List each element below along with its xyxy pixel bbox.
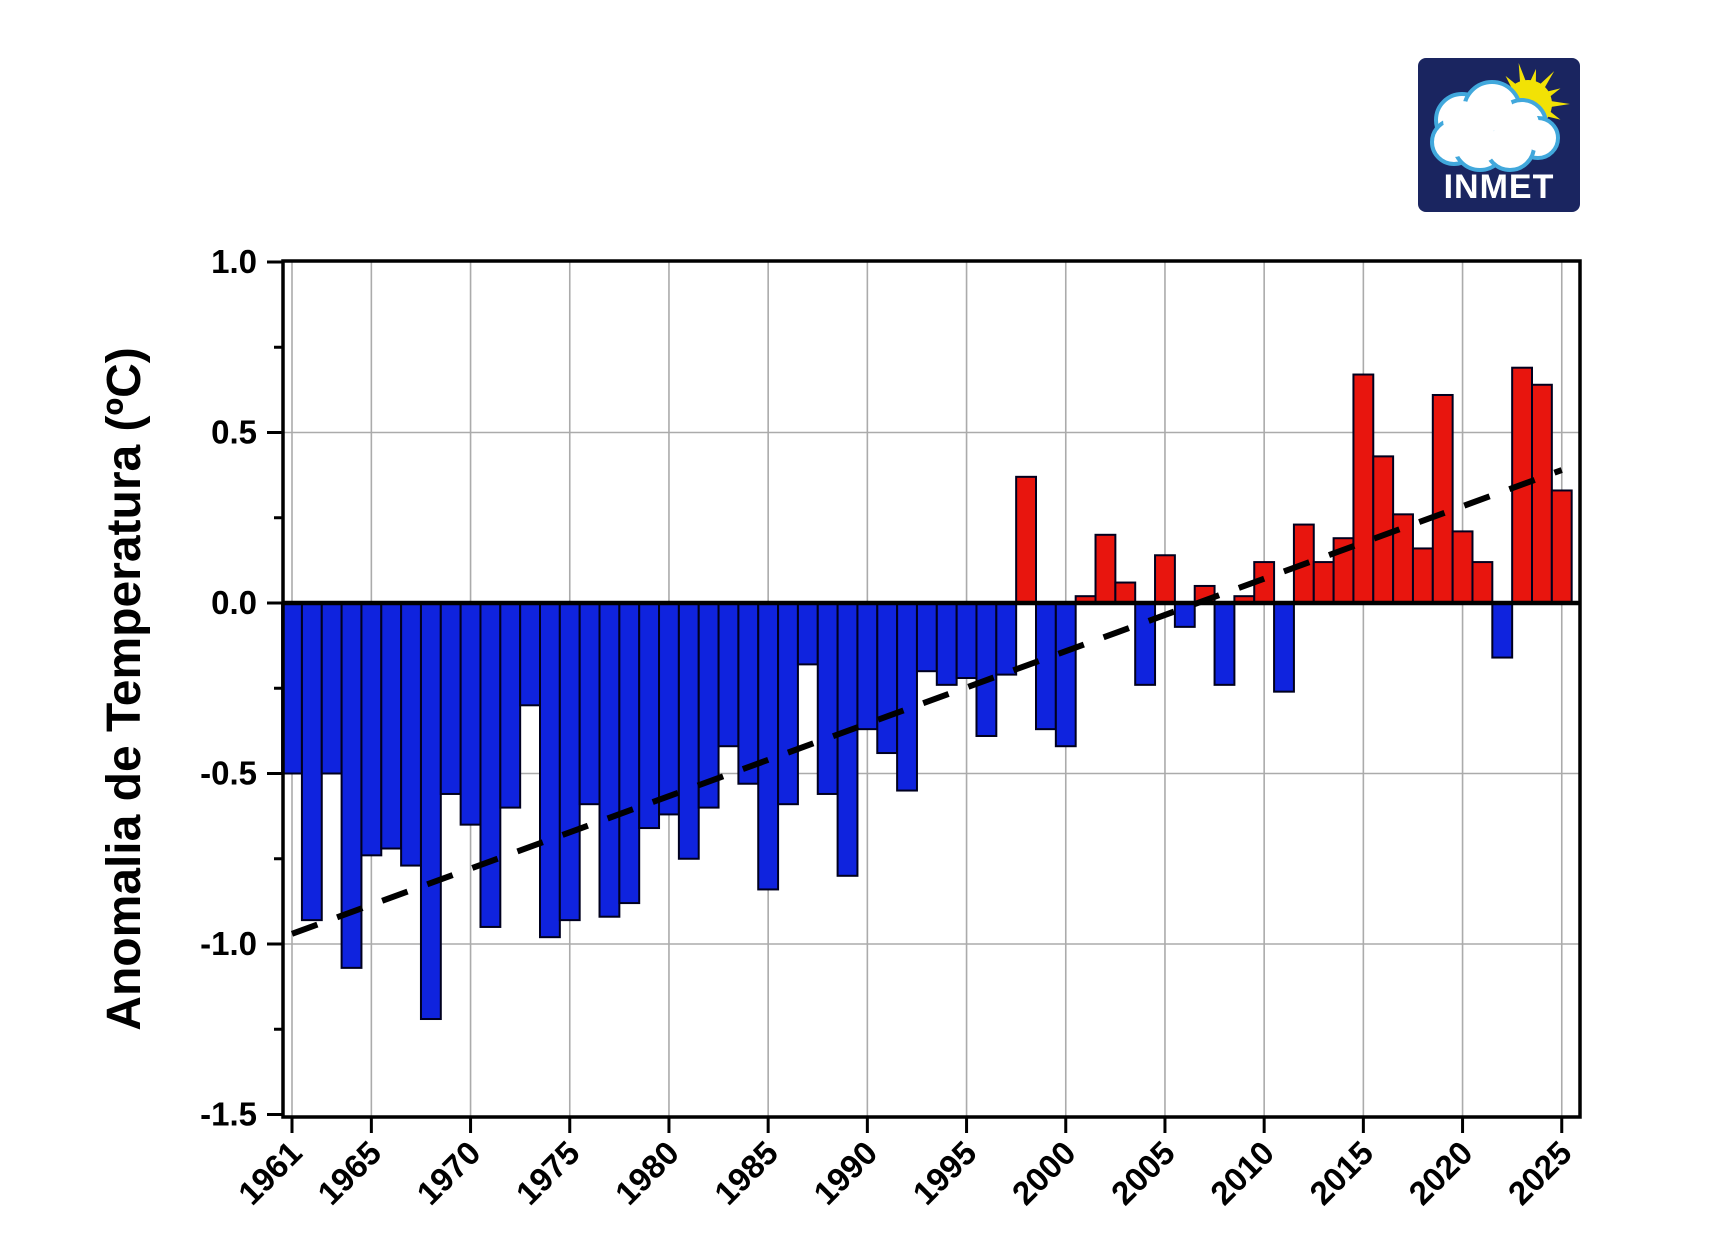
bar-1973 xyxy=(519,602,541,707)
bar-2013 xyxy=(1312,561,1335,605)
cloud-puff-core xyxy=(1461,125,1499,163)
bar-1994 xyxy=(935,602,958,686)
bar-1988 xyxy=(816,602,839,795)
bar-1967 xyxy=(400,602,422,867)
trend-line xyxy=(290,467,1563,937)
bar-2015 xyxy=(1352,373,1375,604)
cloud-puff-core xyxy=(1471,89,1513,131)
bar-1996 xyxy=(975,602,998,737)
cloud-puff-core xyxy=(1493,129,1527,163)
cloud-icon xyxy=(1430,80,1560,172)
bar-1993 xyxy=(915,602,938,673)
bar-1979 xyxy=(638,602,661,830)
sun-ray xyxy=(1518,63,1527,84)
bar-2020 xyxy=(1451,530,1474,605)
y-tick-label: -1.0 xyxy=(200,925,257,962)
bar-1971 xyxy=(479,602,502,928)
x-tick-labels: 1961 1965 1970 1975 1980 1985 1990 1995 2000 2005… xyxy=(231,1134,1579,1212)
bar-2025 xyxy=(1550,489,1573,604)
bar-2005 xyxy=(1154,554,1176,605)
bar-1990 xyxy=(856,602,879,731)
bar-1977 xyxy=(598,602,621,918)
bar-2000 xyxy=(1054,602,1077,748)
bar-1975 xyxy=(558,602,581,922)
bar-1970 xyxy=(459,602,482,826)
x-tick-label: 1985 xyxy=(707,1134,785,1212)
bar-1968 xyxy=(419,602,442,1021)
inmet-logo: INMET xyxy=(1418,58,1580,212)
x-tick-label: 2025 xyxy=(1501,1134,1579,1212)
bar-1992 xyxy=(896,602,918,792)
bar-1987 xyxy=(796,602,819,666)
bar-1981 xyxy=(677,602,700,860)
bar-2008 xyxy=(1213,602,1236,686)
x-tick-label: 2015 xyxy=(1302,1134,1380,1212)
sun-ray xyxy=(1549,100,1570,108)
bar-1989 xyxy=(836,602,859,877)
x-tick-label: 2000 xyxy=(1005,1134,1083,1212)
bar-1991 xyxy=(876,602,899,755)
bar-1997 xyxy=(995,602,1018,676)
bar-2018 xyxy=(1411,547,1434,605)
x-tick-label: 1975 xyxy=(509,1134,587,1212)
inmet-logo-text: INMET xyxy=(1444,168,1555,206)
x-tick-label: 1965 xyxy=(310,1134,388,1212)
bars xyxy=(281,366,1573,1021)
bar-2021 xyxy=(1471,561,1494,605)
bar-1966 xyxy=(380,602,403,850)
bar-2006 xyxy=(1173,602,1196,628)
bar-1961 xyxy=(281,602,303,775)
bar-1980 xyxy=(658,602,680,816)
bar-2002 xyxy=(1094,533,1117,604)
bar-1962 xyxy=(300,602,323,922)
bar-1965 xyxy=(360,602,383,857)
bar-2019 xyxy=(1431,393,1454,604)
bar-1986 xyxy=(777,602,799,806)
bar-1976 xyxy=(578,602,601,806)
sun-ray xyxy=(1529,68,1537,84)
bar-1999 xyxy=(1035,602,1057,731)
x-tick-label: 2010 xyxy=(1203,1134,1281,1212)
bar-2024 xyxy=(1531,383,1553,605)
bar-1998 xyxy=(1015,475,1037,604)
x-tick-label: 2005 xyxy=(1104,1134,1182,1212)
x-tick-label: 1970 xyxy=(409,1134,487,1212)
bar-1963 xyxy=(320,602,343,775)
bar-2003 xyxy=(1114,581,1137,604)
bar-1972 xyxy=(499,602,522,809)
bar-2011 xyxy=(1273,602,1295,693)
bar-2022 xyxy=(1491,602,1514,659)
x-tick-label: 1995 xyxy=(905,1134,983,1212)
y-tick-label: -1.5 xyxy=(200,1096,257,1133)
bar-1983 xyxy=(717,602,740,748)
x-tick-label: 2020 xyxy=(1401,1134,1479,1212)
bar-2004 xyxy=(1134,602,1157,686)
cloud-puff-core xyxy=(1525,125,1551,151)
cloud-puff-core xyxy=(1439,127,1469,157)
x-tick-label: 1980 xyxy=(608,1134,686,1212)
y-tick-labels: 1.0 0.5 0.0 -0.5 -1.0 -1.5 xyxy=(200,243,257,1133)
axis-ticks xyxy=(267,260,1564,1133)
bar-1974 xyxy=(539,602,561,939)
sun-ray xyxy=(1539,71,1555,89)
x-tick-label: 1961 xyxy=(231,1134,309,1212)
bar-1969 xyxy=(439,602,462,795)
y-axis-title: Anomalia de Temperatura (ºC) xyxy=(98,347,151,1030)
bar-1985 xyxy=(757,602,780,891)
bar-1984 xyxy=(737,602,760,785)
y-tick-label: -0.5 xyxy=(200,755,257,792)
y-tick-label: 0.5 xyxy=(211,414,257,451)
inmet-logo-art: INMET xyxy=(1418,58,1580,212)
x-tick-label: 1990 xyxy=(806,1134,884,1212)
y-tick-label: 1.0 xyxy=(211,243,257,280)
bar-1978 xyxy=(618,602,641,905)
y-tick-label: 0.0 xyxy=(211,584,257,621)
bar-1995 xyxy=(955,602,978,680)
